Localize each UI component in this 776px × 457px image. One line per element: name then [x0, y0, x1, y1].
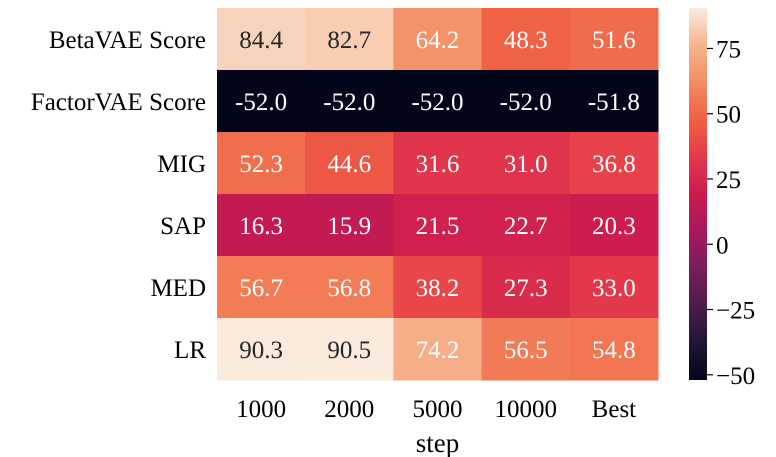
x-tick-label: 1000: [236, 396, 286, 423]
cell-value-label: 90.3: [239, 337, 283, 364]
cell-value-label: -52.0: [411, 89, 463, 116]
heatmap-cell: [569, 256, 659, 319]
heatmap-cell: [305, 70, 394, 133]
heatmap-cell: [393, 256, 483, 319]
cell-value-label: 27.3: [504, 275, 548, 302]
cell-value-label: 84.4: [239, 27, 283, 54]
cell-value-label: 31.6: [416, 151, 460, 178]
colorbar-tick-label: −25: [716, 298, 755, 325]
heatmap-cell: [393, 70, 483, 133]
heatmap-cell: [305, 8, 394, 71]
cell-value-label: 56.7: [239, 275, 283, 302]
y-tick-label: BetaVAE Score: [49, 27, 206, 54]
heatmap-cell: [481, 194, 571, 257]
heatmap-cell: [305, 318, 394, 381]
cell-value-label: 64.2: [416, 27, 460, 54]
y-tick-label: MED: [150, 275, 206, 302]
cell-value-label: 22.7: [504, 213, 548, 240]
heatmap-cell: [305, 256, 394, 319]
x-axis-title: step: [416, 428, 460, 457]
heatmap-cell: [569, 132, 659, 195]
cell-value-label: 38.2: [416, 275, 460, 302]
cell-value-label: 52.3: [239, 151, 283, 178]
x-tick-label: 10000: [494, 396, 557, 423]
heatmap-cell: [481, 318, 571, 381]
colorbar-tick-label: 0: [716, 232, 729, 259]
cell-value-label: 15.9: [327, 213, 371, 240]
cell-value-label: 33.0: [592, 275, 636, 302]
colorbar-tick-label: 25: [716, 167, 741, 194]
colorbar-tick-label: 50: [716, 102, 741, 129]
cell-value-label: 82.7: [327, 27, 371, 54]
y-tick-label: LR: [174, 337, 206, 364]
heatmap-cell: [481, 132, 571, 195]
x-tick-label: Best: [592, 396, 637, 423]
cell-value-label: 20.3: [592, 213, 636, 240]
heatmap-cell: [569, 318, 659, 381]
cell-value-label: 48.3: [504, 27, 548, 54]
y-axis-ticks: BetaVAE Score FactorVAE Score MIG SAP MED LR: [31, 27, 207, 364]
cell-value-label: 90.5: [327, 337, 371, 364]
colorbar-tick-label: 75: [716, 36, 741, 63]
heatmap-cell: [217, 132, 306, 195]
cell-value-label: 16.3: [239, 213, 283, 240]
cell-value-label: 21.5: [416, 213, 460, 240]
heatmap-cell: [569, 8, 659, 71]
cell-value-label: 56.8: [327, 275, 371, 302]
heatmap-cell: [217, 194, 306, 257]
heatmap-cell: [481, 256, 571, 319]
cell-value-label: 54.8: [592, 337, 636, 364]
heatmap-cell: [569, 194, 659, 257]
cell-value-label: -52.0: [500, 89, 552, 116]
heatmap-cell: [217, 8, 306, 71]
cell-value-label: -52.0: [323, 89, 375, 116]
colorbar-tick-label: −50: [716, 363, 755, 390]
cell-value-label: 56.5: [504, 337, 548, 364]
x-axis-ticks: 1000 2000 5000 10000 Best: [236, 396, 636, 423]
heatmap-cell: [393, 318, 483, 381]
heatmap-cell: [393, 194, 483, 257]
heatmap-cell: [305, 132, 394, 195]
heatmap-cell: [217, 256, 306, 319]
cell-value-label: 36.8: [592, 151, 636, 178]
cell-value-label: 74.2: [416, 337, 460, 364]
colorbar-gradient: [689, 8, 707, 380]
colorbar: −50 −25 0 25 50 75: [689, 8, 755, 390]
cell-value-label: 51.6: [592, 27, 636, 54]
heatmap-cell: [481, 70, 571, 133]
y-tick-label: FactorVAE Score: [31, 89, 206, 116]
heatmap-cell: [481, 8, 571, 71]
heatmap-cell: [217, 318, 306, 381]
x-tick-label: 2000: [324, 396, 374, 423]
heatmap-cell-labels: 84.4 82.7 64.2 48.3 51.6 -52.0 -52.0 -52.0 -52.0…: [235, 27, 640, 364]
cell-value-label: -51.8: [588, 89, 640, 116]
heatmap-cell: [393, 132, 483, 195]
x-tick-label: 5000: [413, 396, 463, 423]
heatmap-cell: [217, 70, 306, 133]
cell-value-label: 44.6: [327, 151, 371, 178]
y-tick-label: SAP: [160, 213, 206, 240]
cell-value-label: -52.0: [235, 89, 287, 116]
heatmap-cell: [393, 8, 483, 71]
y-tick-label: MIG: [157, 151, 206, 178]
heatmap-cells: [217, 8, 659, 381]
heatmap-cell: [569, 70, 659, 133]
cell-value-label: 31.0: [504, 151, 548, 178]
heatmap-cell: [305, 194, 394, 257]
